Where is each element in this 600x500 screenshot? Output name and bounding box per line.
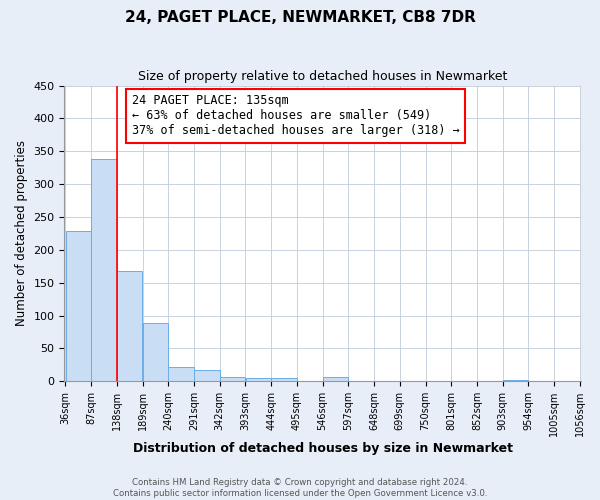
Bar	[143, 323, 168, 382]
Bar	[245, 378, 271, 382]
Text: 24 PAGET PLACE: 135sqm
← 63% of detached houses are smaller (549)
37% of semi-de: 24 PAGET PLACE: 135sqm ← 63% of detached…	[131, 94, 459, 138]
Bar	[194, 370, 220, 382]
Title: Size of property relative to detached houses in Newmarket: Size of property relative to detached ho…	[138, 70, 508, 83]
Bar	[65, 232, 91, 382]
Bar	[117, 271, 142, 382]
Bar	[169, 367, 194, 382]
Text: 24, PAGET PLACE, NEWMARKET, CB8 7DR: 24, PAGET PLACE, NEWMARKET, CB8 7DR	[125, 10, 475, 25]
Bar	[503, 380, 529, 382]
Y-axis label: Number of detached properties: Number of detached properties	[15, 140, 28, 326]
Bar	[323, 378, 348, 382]
X-axis label: Distribution of detached houses by size in Newmarket: Distribution of detached houses by size …	[133, 442, 512, 455]
Bar	[91, 159, 117, 382]
Text: Contains HM Land Registry data © Crown copyright and database right 2024.
Contai: Contains HM Land Registry data © Crown c…	[113, 478, 487, 498]
Bar	[220, 376, 245, 382]
Bar	[271, 378, 297, 382]
